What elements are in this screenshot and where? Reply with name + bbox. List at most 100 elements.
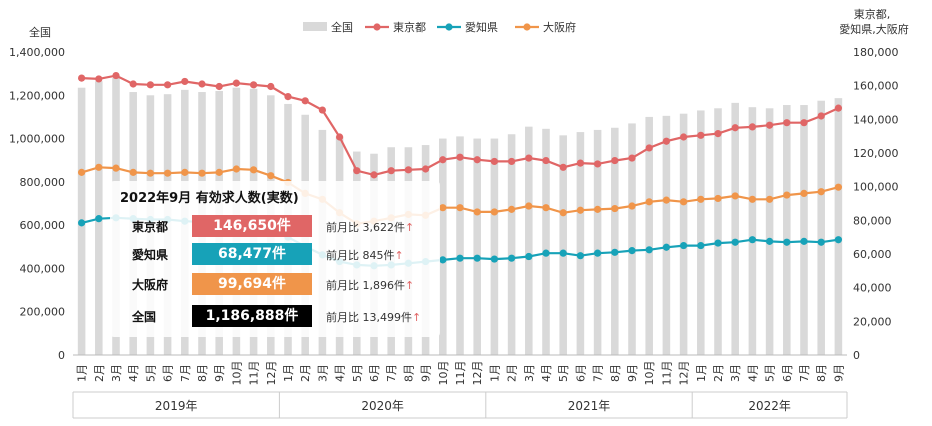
month-label: 5月 — [351, 364, 364, 382]
point-愛知県 — [78, 219, 86, 227]
point-大阪府 — [766, 195, 774, 203]
point-東京都 — [404, 166, 412, 174]
summary-compare-text: 前月比 13,499件 — [326, 311, 412, 324]
left-tick-label: 1,200,000 — [9, 89, 65, 102]
bar-national — [490, 138, 499, 355]
point-東京都 — [490, 157, 498, 166]
month-label: 10月 — [230, 361, 243, 386]
point-愛知県 — [542, 249, 550, 257]
month-label: 11月 — [660, 361, 673, 386]
point-東京都 — [284, 93, 292, 101]
point-愛知県 — [490, 255, 498, 263]
point-東京都 — [353, 167, 361, 175]
point-東京都 — [336, 133, 344, 141]
point-東京都 — [731, 124, 739, 132]
point-東京都 — [473, 156, 481, 164]
summary-label: 東京都 — [132, 220, 169, 234]
bar-national — [645, 116, 653, 355]
point-東京都 — [662, 137, 671, 145]
month-label: 7月 — [798, 364, 811, 382]
bar-national — [473, 138, 481, 355]
legend-swatch-dot — [373, 23, 381, 31]
summary-compare-text: 前月比 1,896件 — [326, 279, 405, 292]
month-label: 3月 — [523, 364, 536, 382]
point-大阪府 — [490, 208, 498, 216]
bar-national — [525, 126, 533, 356]
summary-compare-text: 前月比 3,622件 — [326, 221, 405, 234]
bar-national — [783, 105, 791, 356]
point-愛知県 — [800, 237, 808, 245]
point-東京都 — [439, 156, 447, 164]
point-愛知県 — [439, 256, 447, 264]
point-東京都 — [611, 156, 619, 165]
summary-value: 68,477件 — [192, 243, 312, 265]
point-大阪府 — [576, 206, 585, 214]
point-東京都 — [164, 81, 172, 89]
bar-national — [817, 100, 825, 355]
month-label: 12月 — [471, 361, 484, 386]
month-label: 4月 — [127, 364, 140, 382]
month-label: 6月 — [368, 364, 381, 382]
point-大阪府 — [164, 169, 172, 177]
point-大阪府 — [250, 166, 258, 174]
point-大阪府 — [181, 168, 189, 176]
point-大阪府 — [611, 204, 619, 213]
point-大阪府 — [834, 183, 843, 191]
point-大阪府 — [748, 195, 757, 203]
summary-title: 2022年9月 有効求人数(実数) — [120, 191, 299, 206]
point-東京都 — [422, 165, 430, 173]
bar-national — [593, 129, 602, 355]
point-愛知県 — [714, 239, 722, 247]
bar-national — [697, 110, 705, 355]
month-label: 12月 — [678, 361, 691, 386]
bar-national — [731, 102, 739, 355]
month-label: 2月 — [506, 364, 519, 382]
month-label: 7月 — [592, 364, 605, 382]
bar-national — [611, 127, 619, 355]
point-大阪府 — [95, 163, 103, 171]
month-label: 1月 — [488, 364, 501, 382]
point-愛知県 — [594, 249, 602, 257]
point-東京都 — [318, 106, 326, 114]
left-tick-label: 1,400,000 — [9, 46, 65, 59]
point-東京都 — [559, 163, 567, 171]
summary-label: 全国 — [132, 310, 157, 324]
point-愛知県 — [748, 236, 757, 244]
point-大阪府 — [800, 189, 808, 197]
year-label: 2021年 — [568, 399, 611, 413]
point-東京都 — [95, 75, 103, 83]
legend-label: 愛知県 — [465, 20, 498, 34]
point-東京都 — [112, 71, 120, 80]
point-大阪府 — [198, 169, 206, 177]
month-label: 7月 — [385, 364, 398, 382]
point-東京都 — [456, 153, 464, 161]
year-label: 2020年 — [361, 399, 404, 413]
point-大阪府 — [78, 168, 86, 176]
summary-box: 2022年9月 有効求人数(実数) 東京都 146,650件 前月比 3,622… — [110, 181, 440, 337]
right-axis-title-line2: 愛知県,大阪府 — [839, 22, 909, 36]
up-arrow-icon: ↑ — [394, 249, 404, 262]
month-label: 11月 — [454, 361, 467, 386]
up-arrow-icon: ↑ — [405, 221, 415, 234]
left-tick-label: 0 — [58, 349, 65, 362]
point-大阪府 — [473, 208, 481, 216]
point-東京都 — [301, 97, 309, 105]
summary-compare-text: 前月比 845件 — [326, 249, 395, 262]
point-大阪府 — [645, 198, 653, 206]
point-愛知県 — [508, 254, 516, 262]
summary-value: 99,694件 — [192, 273, 312, 295]
left-tick-label: 200,000 — [20, 306, 66, 319]
point-東京都 — [387, 167, 395, 175]
month-label: 9月 — [626, 364, 639, 382]
point-東京都 — [714, 130, 722, 138]
point-大阪府 — [232, 165, 240, 173]
summary-compare: 前月比 13,499件↑ — [326, 309, 421, 325]
bar-national — [679, 113, 688, 355]
month-label: 4月 — [746, 364, 759, 382]
point-東京都 — [800, 119, 808, 127]
summary-value: 1,186,888件 — [192, 305, 312, 327]
left-axis-title: 全国 — [29, 25, 51, 39]
bar-national — [662, 115, 671, 355]
point-東京都 — [146, 81, 154, 89]
month-label: 9月 — [213, 364, 226, 382]
